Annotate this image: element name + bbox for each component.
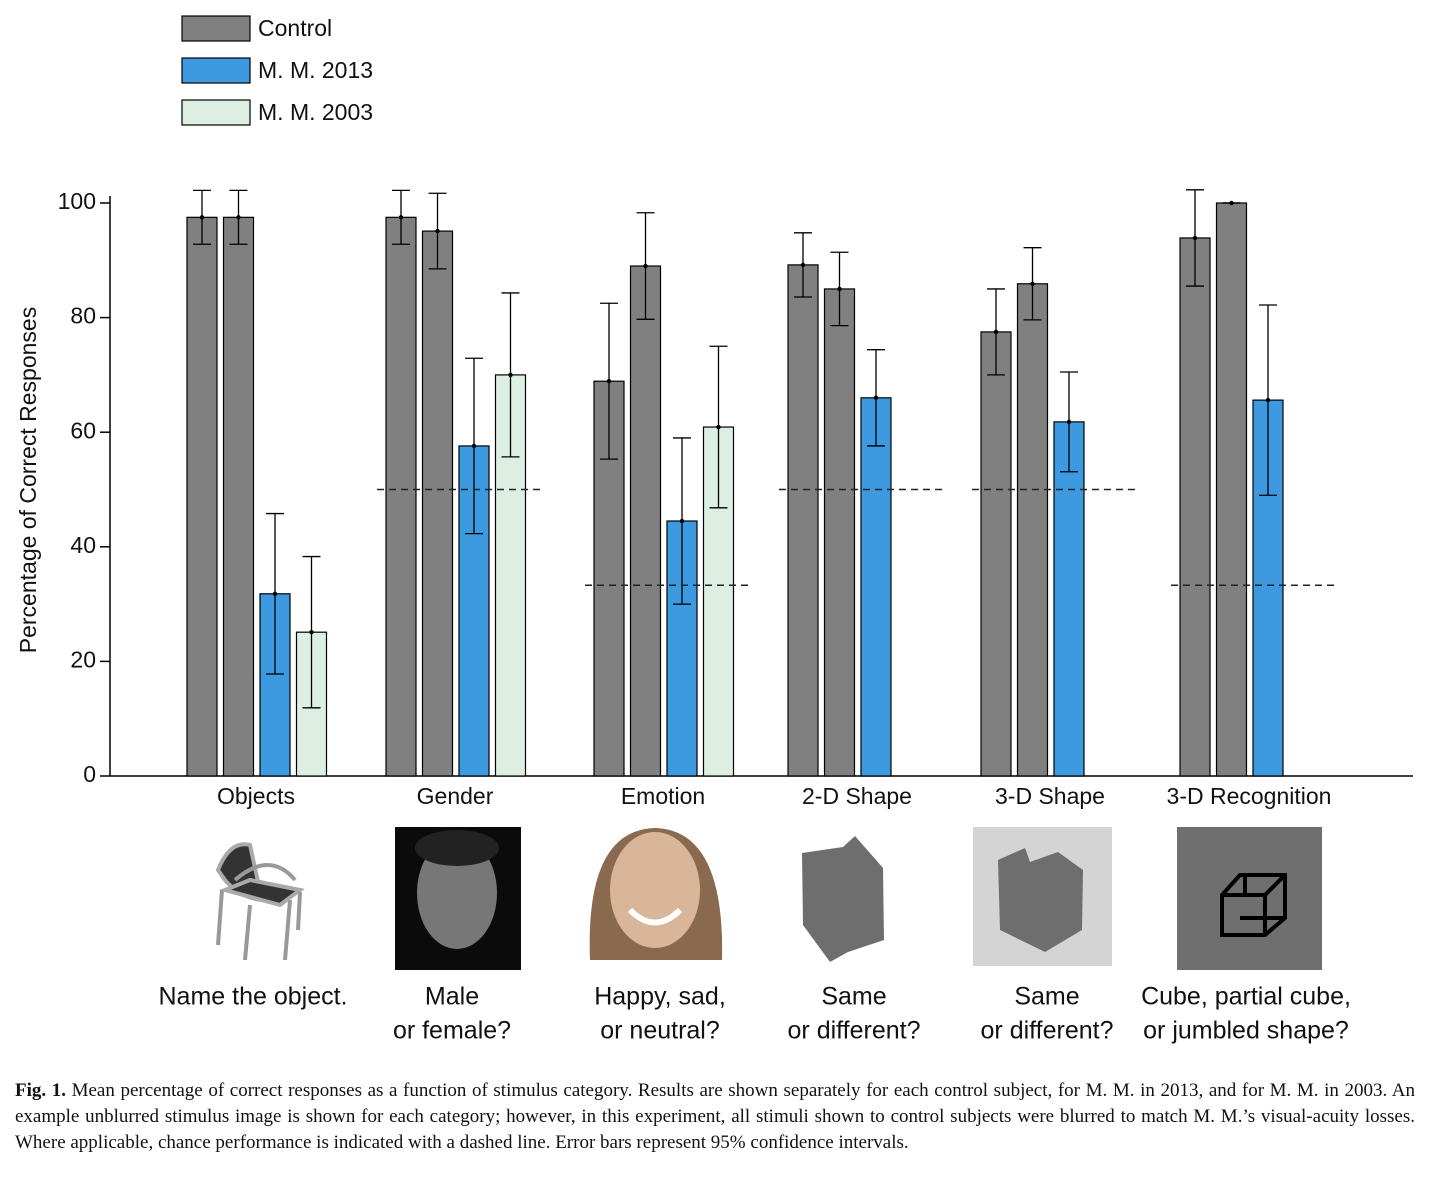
mean-dot — [1030, 281, 1035, 286]
cube-photo-image — [973, 827, 1112, 966]
x-tick-label: 3-D Recognition — [1167, 783, 1332, 809]
bar — [385, 216, 417, 777]
bar — [629, 265, 662, 777]
task-label: or neutral? — [600, 1017, 720, 1045]
mean-dot — [309, 629, 314, 635]
bar — [421, 230, 454, 777]
legend-label: M. M. 2013 — [258, 57, 373, 83]
caption: Fig. 1. Mean percentage of correct respo… — [15, 1078, 1415, 1156]
task-label: or female? — [393, 1017, 511, 1045]
bar — [823, 288, 856, 777]
task-label: Male — [425, 983, 479, 1011]
smiling-face-image — [589, 828, 723, 960]
bar — [860, 397, 892, 777]
y-tick-label: 40 — [70, 532, 96, 558]
x-tick-label: Objects — [217, 783, 295, 809]
task-label: Cube, partial cube, — [1141, 983, 1351, 1011]
legend-label: M. M. 2003 — [258, 99, 373, 125]
task-label: or different? — [981, 1017, 1114, 1045]
legend-label: Control — [258, 15, 332, 41]
bar — [222, 216, 255, 777]
y-tick-label: 0 — [83, 761, 96, 787]
shape-image — [802, 836, 884, 962]
y-tick-label: 80 — [70, 303, 96, 329]
mean-dot — [837, 286, 842, 292]
mean-dot — [643, 263, 648, 269]
mean-dot — [435, 228, 440, 234]
x-tick-label: Gender — [417, 783, 494, 809]
y-axis-label: Percentage of Correct Responses — [15, 307, 41, 653]
task-label: or jumbled shape? — [1143, 1017, 1349, 1045]
mean-dot — [606, 379, 612, 384]
x-tick-label: 2-D Shape — [802, 783, 912, 809]
task-label: Name the object. — [159, 983, 348, 1011]
legend-swatch — [181, 15, 251, 42]
task-label: Happy, sad, — [594, 983, 726, 1011]
task-label: Same — [1014, 983, 1079, 1011]
face-image — [395, 827, 521, 970]
y-tick-label: 100 — [58, 188, 96, 214]
legend-swatch — [181, 99, 251, 126]
bar — [980, 331, 1012, 777]
task-label: Same — [821, 983, 886, 1011]
mean-dot — [272, 591, 278, 596]
caption-label: Fig. 1. — [15, 1080, 66, 1101]
y-tick-label: 60 — [70, 417, 96, 443]
x-tick-label: Emotion — [621, 783, 705, 809]
mean-dot — [471, 443, 477, 449]
bar — [1179, 237, 1211, 777]
mean-dot — [1265, 397, 1271, 403]
bar — [1053, 421, 1085, 777]
legend-swatch — [181, 57, 251, 84]
mean-dot — [716, 424, 721, 430]
chart: Percentage of Correct Responses 0 20 40 60 8… — [15, 15, 1413, 1045]
y-tick-label: 20 — [70, 646, 96, 672]
mean-dot — [236, 215, 241, 220]
mean-dot — [1229, 200, 1234, 206]
caption-text: Mean percentage of correct responses as … — [15, 1080, 1416, 1153]
line-cube-image — [1177, 827, 1322, 970]
mean-dot — [873, 395, 879, 401]
mean-dot — [199, 215, 205, 220]
mean-dot — [398, 215, 404, 220]
mean-dot — [1192, 235, 1198, 241]
task-label: or different? — [788, 1017, 921, 1045]
mean-dot — [1066, 419, 1072, 425]
chair-image — [215, 842, 305, 961]
mean-dot — [508, 372, 513, 378]
bar — [186, 216, 218, 777]
mean-dot — [993, 329, 999, 335]
mean-dot — [800, 262, 806, 268]
bar — [1016, 283, 1049, 777]
bar — [787, 264, 819, 777]
bar — [1215, 202, 1248, 777]
x-tick-label: 3-D Shape — [995, 783, 1105, 809]
mean-dot — [679, 518, 685, 524]
